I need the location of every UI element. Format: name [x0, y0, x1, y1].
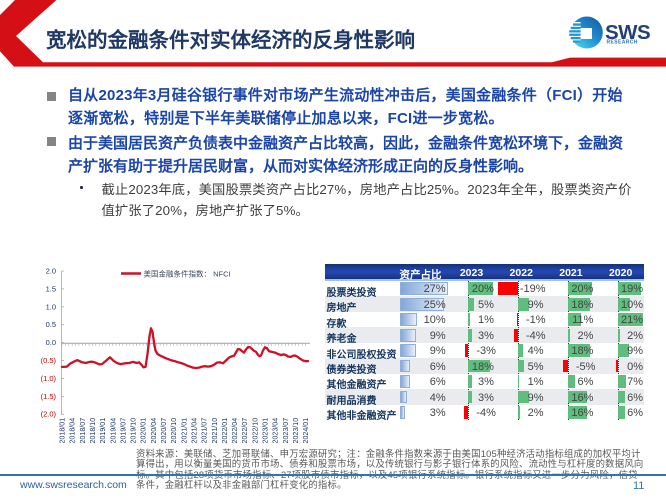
svg-text:(1.0): (1.0)	[41, 374, 57, 383]
svg-text:2023/07: 2023/07	[282, 418, 290, 444]
svg-text:2022/07: 2022/07	[241, 418, 249, 444]
svg-text:0.5: 0.5	[46, 320, 56, 329]
svg-text:2021/01: 2021/01	[180, 418, 188, 444]
svg-text:(2.0): (2.0)	[41, 410, 57, 419]
svg-text:(1.5): (1.5)	[41, 392, 57, 401]
svg-text:2019/10: 2019/10	[130, 418, 138, 444]
svg-text:2021/07: 2021/07	[201, 418, 209, 444]
svg-text:2022/04: 2022/04	[231, 418, 239, 444]
svg-text:1.0: 1.0	[46, 302, 56, 311]
svg-text:2023/04: 2023/04	[272, 418, 280, 444]
svg-text:2020/07: 2020/07	[160, 418, 168, 444]
svg-text:2020/04: 2020/04	[150, 418, 158, 444]
svg-text:2021/10: 2021/10	[211, 418, 219, 444]
svg-text:2021/04: 2021/04	[191, 418, 199, 444]
svg-text:RESEARCH: RESEARCH	[607, 39, 638, 45]
svg-text:2020/10: 2020/10	[170, 418, 178, 444]
svg-text:2022/10: 2022/10	[251, 418, 259, 444]
svg-text:2.0: 2.0	[46, 267, 56, 276]
svg-text:2022/01: 2022/01	[221, 418, 229, 444]
svg-text:2023/01: 2023/01	[262, 418, 270, 444]
svg-text:2018/10: 2018/10	[89, 418, 97, 444]
svg-text:1.5: 1.5	[46, 284, 56, 293]
svg-text:0.0: 0.0	[46, 338, 56, 347]
svg-text:2018/01: 2018/01	[59, 418, 67, 444]
svg-text:2023/10: 2023/10	[292, 418, 300, 444]
svg-text:SWS: SWS	[605, 21, 650, 44]
svg-text:2024/01: 2024/01	[302, 418, 310, 444]
svg-text:2019/01: 2019/01	[99, 418, 107, 444]
svg-text:2020/01: 2020/01	[140, 418, 148, 444]
svg-text:2019/04: 2019/04	[109, 418, 117, 444]
svg-text:2019/07: 2019/07	[119, 418, 127, 444]
svg-text:2018/07: 2018/07	[79, 418, 87, 444]
svg-text:(0.5): (0.5)	[41, 356, 57, 365]
svg-text:2018/04: 2018/04	[69, 418, 77, 444]
svg-text:美国金融条件指数： NFCI: 美国金融条件指数： NFCI	[144, 269, 231, 279]
